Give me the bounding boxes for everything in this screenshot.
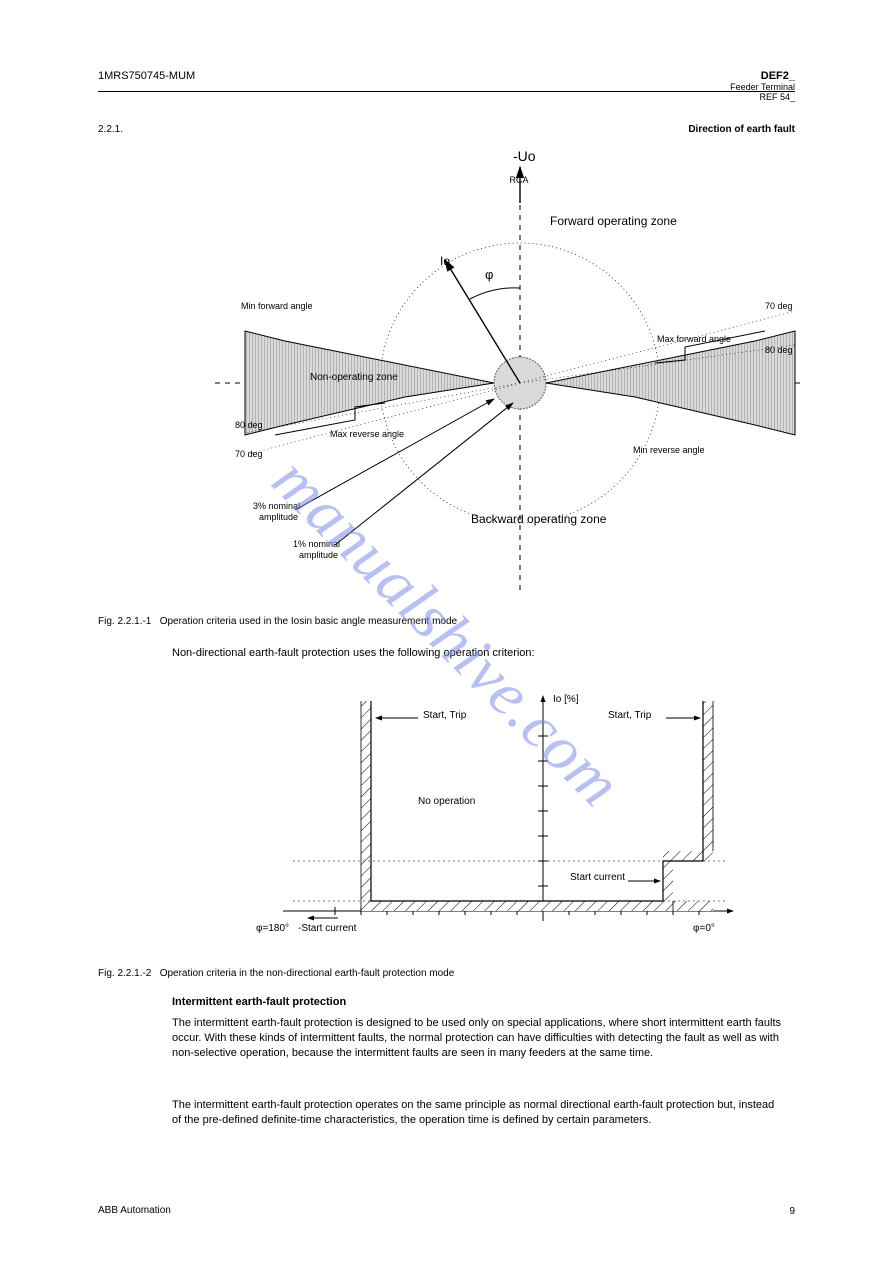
d2-io-label: Io [%] [553,694,579,705]
header-product: DEF2_ [730,70,795,82]
footer-page-number: 9 [789,1206,795,1217]
d2-nonop: No operation [418,796,475,807]
paragraph1: Non-directional earth-fault protection u… [172,646,783,661]
d1-label-bwdzone: Backward operating zone [471,512,607,526]
d1-label-uo: -Uo [513,148,536,164]
d1-label-3pct-l2: amplitude [259,512,298,522]
d1-label-maxfwd: Max forward angle [657,334,731,344]
header-product-block: DEF2_ Feeder Terminal REF 54_ [730,70,795,87]
d1-label-1pct-l1: 1% nominal [293,539,340,549]
fig2-text: Operation criteria in the non-directiona… [160,968,455,979]
fig1-text: Operation criteria used in the Iosin bas… [160,616,457,627]
d1-label-nonop: Non-operating zone [310,372,398,383]
d2-phi-pos: φ=0° [693,923,715,934]
page-header: 1MRS750745-MUM DEF2_ Feeder Terminal REF… [98,70,795,92]
d1-label-fwdzone: Forward operating zone [550,214,677,228]
d2-start-left: Start, Trip [423,710,466,721]
header-subtitle: Feeder Terminal [730,82,795,92]
d1-label-1pct-l2: amplitude [299,550,338,560]
d1-label-70l: 70 deg [235,449,263,459]
fig1-prefix: Fig. 2.2.1.-1 [98,616,151,627]
header-doc-id: 1MRS750745-MUM [98,70,195,87]
d1-label-io: Io [440,254,450,268]
d1-label-3pct-l1: 3% nominal [253,501,300,511]
d2-pos-start: Start current [570,872,625,883]
d2-phi-neg: φ=180° [256,923,289,934]
d1-label-80r: 80 deg [765,345,793,355]
d1-label-80l: 80 deg [235,420,263,430]
page-footer: ABB Automation 9 [98,1204,795,1217]
paragraph2: The intermittent earth-fault protection … [172,1016,783,1062]
section-title: Direction of earth fault [688,124,795,135]
footer-copyright: ABB Automation [98,1204,171,1217]
figure1-caption: Fig. 2.2.1.-1 Operation criteria used in… [98,616,457,627]
header-model: REF 54_ [730,92,795,102]
fig2-prefix: Fig. 2.2.1.-2 [98,968,151,979]
d1-label-rca: RCA [509,175,528,185]
d1-label-70r: 70 deg [765,301,793,311]
section-number: 2.2.1. [98,124,123,135]
diagram1-operating-zones: -Uo RCA Forward operating zone Io φ Min … [215,145,805,605]
diagram2-nondirectional: Start, Trip Start, Trip No operation Io … [268,686,738,956]
section-row: 2.2.1. Direction of earth fault [98,124,795,135]
figure2-caption: Fig. 2.2.1.-2 Operation criteria in the … [98,968,454,979]
d1-label-phi: φ [485,267,493,282]
d2-neg-start: -Start current [298,923,356,934]
d1-label-minrev: Min reverse angle [633,445,705,455]
d1-label-minfwd: Min forward angle [241,301,313,311]
paragraph3: The intermittent earth-fault protection … [172,1098,783,1128]
d1-label-maxrev: Max reverse angle [330,429,404,439]
subheading-intermittent: Intermittent earth-fault protection [172,996,346,1008]
d2-start-right: Start, Trip [608,710,651,721]
